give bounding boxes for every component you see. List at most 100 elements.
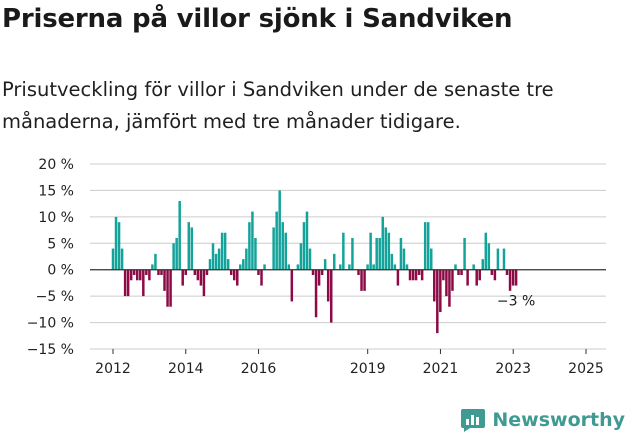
- bar: [254, 238, 257, 270]
- bar: [375, 238, 378, 270]
- bar: [193, 269, 197, 275]
- bar: [257, 269, 260, 275]
- bar: [405, 264, 409, 270]
- bar: [114, 216, 118, 270]
- bar: [211, 243, 215, 270]
- bar: [120, 248, 124, 270]
- bar: [329, 269, 333, 323]
- bar: [169, 269, 172, 307]
- bar: [214, 253, 218, 270]
- bar: [478, 269, 481, 281]
- bar: [242, 259, 245, 270]
- bar: [317, 269, 321, 286]
- bar: [308, 248, 312, 270]
- x-tick-label: 2023: [495, 361, 531, 377]
- bar: [199, 269, 203, 286]
- bar: [442, 269, 445, 281]
- bar: [502, 248, 506, 270]
- bar: [436, 269, 439, 334]
- bar: [402, 248, 406, 270]
- bar: [514, 269, 518, 286]
- bar: [326, 269, 330, 302]
- bar: [236, 269, 239, 286]
- y-axis: 20 % 15 % 10 % 5 % 0 % −5 % −10 % −15 %: [27, 157, 74, 358]
- bar: [466, 269, 469, 286]
- bar: [190, 227, 194, 270]
- bar: [472, 264, 475, 270]
- bar: [117, 222, 121, 270]
- bar: [323, 259, 327, 270]
- bar: [320, 269, 324, 275]
- bar: [496, 248, 500, 270]
- y-tick-label: −10 %: [27, 316, 74, 332]
- bar: [366, 264, 369, 270]
- x-tick-label: 2014: [168, 361, 204, 377]
- bar: [393, 264, 397, 270]
- bar: [360, 269, 363, 291]
- bar: [363, 269, 366, 291]
- bar: [245, 248, 248, 270]
- bar: [136, 269, 139, 281]
- bar: [378, 238, 381, 270]
- bar: [290, 269, 294, 302]
- bar: [220, 232, 224, 270]
- bar: [184, 269, 187, 275]
- y-tick-label: −5 %: [36, 289, 74, 305]
- bar: [399, 238, 403, 270]
- bar: [457, 269, 460, 275]
- bar: [426, 222, 430, 270]
- bar: [175, 238, 178, 270]
- bar: [229, 269, 233, 275]
- bar: [272, 227, 275, 270]
- bar: [445, 269, 448, 297]
- bar: [417, 269, 421, 275]
- bar: [348, 264, 351, 270]
- bar: [275, 211, 278, 270]
- bar: [154, 253, 157, 270]
- bar: [217, 248, 221, 270]
- bar: [142, 269, 145, 297]
- newsworthy-brand[interactable]: Newsworthy: [460, 405, 625, 435]
- bar: [311, 269, 315, 275]
- bar: [390, 253, 394, 270]
- x-tick-label: 2025: [568, 361, 604, 377]
- x-axis: 2012 2014 2016 2019 2021 2023 2025: [90, 269, 606, 377]
- bar: [314, 269, 318, 318]
- brand-name: Newsworthy: [492, 409, 625, 431]
- bar: [396, 269, 400, 286]
- chart-title: Priserna på villor sjönk i Sandviken: [2, 4, 513, 34]
- bar: [296, 264, 300, 270]
- bar: [126, 269, 130, 297]
- bar: [484, 232, 488, 270]
- bar: [433, 269, 436, 302]
- bar: [451, 269, 454, 291]
- bar: [139, 269, 142, 281]
- bar: [281, 222, 284, 270]
- bar: [172, 243, 175, 270]
- bar: [408, 269, 412, 281]
- bar: [111, 248, 115, 270]
- bar: [369, 232, 372, 270]
- bar: [132, 269, 136, 275]
- y-tick-label: 5 %: [47, 236, 74, 252]
- bar: [251, 211, 254, 270]
- y-tick-label: 20 %: [38, 157, 74, 173]
- x-tick-label: 2021: [423, 361, 459, 377]
- bar: [299, 243, 303, 270]
- bar: [460, 269, 463, 275]
- bar: [223, 232, 227, 270]
- bar: [493, 269, 497, 281]
- bar: [196, 269, 200, 281]
- bar: [248, 222, 251, 270]
- y-tick-label: 15 %: [38, 183, 74, 199]
- bar: [414, 269, 418, 281]
- bar: [454, 264, 457, 270]
- x-tick-label: 2012: [95, 361, 131, 377]
- bar: [239, 264, 242, 270]
- bar: [490, 269, 494, 275]
- x-tick-label: 2019: [350, 361, 386, 377]
- bar: [505, 269, 509, 275]
- y-tick-label: 10 %: [38, 210, 74, 226]
- bar: [411, 269, 415, 281]
- bar: [339, 264, 342, 270]
